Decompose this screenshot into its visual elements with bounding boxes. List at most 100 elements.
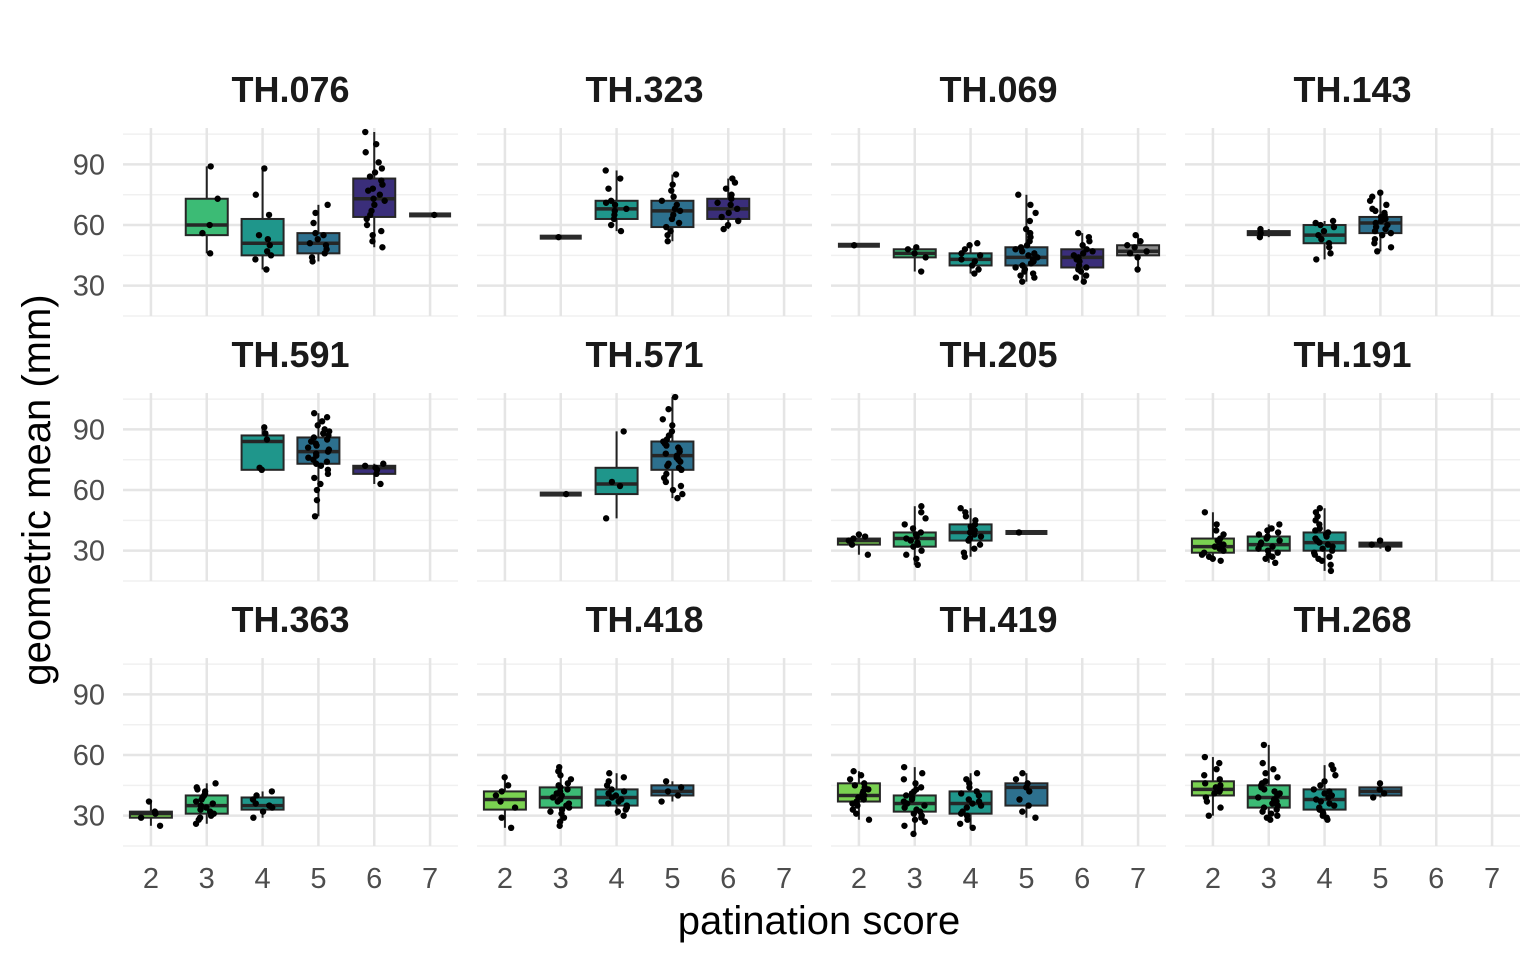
- data-point: [497, 798, 504, 805]
- data-point: [1217, 782, 1224, 789]
- data-point: [913, 244, 920, 251]
- data-point: [971, 258, 979, 265]
- data-point: [268, 788, 276, 795]
- data-point: [1026, 217, 1034, 225]
- data-point: [323, 414, 331, 421]
- data-point: [913, 806, 920, 813]
- data-point: [323, 458, 331, 465]
- box-score-2: [837, 242, 880, 249]
- data-point: [266, 802, 273, 809]
- data-point: [963, 776, 970, 783]
- x-tick-label: 6: [1428, 863, 1444, 895]
- box-score-5: [1358, 189, 1403, 255]
- data-point: [369, 231, 376, 239]
- data-point: [670, 193, 677, 200]
- data-point: [973, 770, 981, 777]
- data-point: [1381, 209, 1388, 217]
- data-point: [565, 800, 573, 807]
- data-point: [1387, 229, 1395, 237]
- data-point: [669, 422, 676, 429]
- data-point: [1317, 221, 1324, 229]
- data-point: [377, 480, 384, 488]
- data-point: [1330, 223, 1338, 231]
- panel-th-076: TH.076 30 60 90: [73, 69, 458, 317]
- data-point: [1379, 231, 1386, 239]
- y-tick-label: 90: [73, 679, 105, 711]
- data-point: [903, 535, 910, 542]
- data-point: [1368, 541, 1375, 548]
- data-point: [379, 244, 386, 251]
- data-point: [325, 446, 333, 453]
- panel-th-591: TH.591 30 60 90: [73, 334, 458, 582]
- panel-title: TH.205: [939, 334, 1057, 375]
- data-point: [1012, 776, 1020, 783]
- data-point: [900, 798, 908, 805]
- data-point: [917, 784, 925, 791]
- data-point: [912, 531, 920, 538]
- data-point: [501, 774, 508, 781]
- box-collapsed: [539, 491, 582, 497]
- y-tick-label: 90: [73, 149, 105, 181]
- data-point: [918, 503, 925, 510]
- box-score-2: [836, 768, 881, 823]
- box-score-5: [650, 393, 695, 502]
- data-point: [667, 227, 674, 235]
- data-point: [1201, 509, 1209, 516]
- data-point: [1217, 804, 1224, 811]
- panel-title: TH.419: [939, 599, 1057, 640]
- data-point: [1255, 794, 1262, 801]
- x-tick-label: 2: [851, 863, 867, 895]
- data-point: [252, 256, 259, 263]
- data-point: [1276, 537, 1283, 544]
- panel-th-418: TH.418 2 3 4 5 6 7: [477, 599, 812, 895]
- data-point: [659, 416, 666, 423]
- data-point: [311, 474, 318, 482]
- data-point: [670, 211, 677, 219]
- data-point: [375, 159, 382, 166]
- data-point: [969, 824, 976, 832]
- box-score-4: [240, 424, 285, 474]
- x-tick-label: 7: [422, 863, 438, 895]
- y-tick-label: 30: [73, 536, 105, 568]
- data-point: [263, 266, 270, 273]
- data-point: [263, 248, 271, 255]
- data-point: [555, 782, 562, 789]
- data-point: [1137, 238, 1144, 245]
- data-point: [1019, 278, 1026, 285]
- data-point: [310, 219, 317, 227]
- data-point: [199, 229, 206, 237]
- box-score-3: [539, 233, 582, 241]
- data-point: [556, 818, 564, 825]
- data-point: [675, 444, 682, 451]
- data-point: [608, 786, 615, 793]
- data-point: [919, 770, 926, 777]
- data-point: [1079, 242, 1086, 249]
- y-tick-label: 30: [73, 801, 105, 833]
- data-point: [911, 250, 918, 257]
- data-point: [1012, 264, 1019, 271]
- data-point: [313, 486, 321, 494]
- data-point: [1328, 761, 1335, 769]
- data-point: [151, 808, 159, 815]
- data-point: [261, 424, 268, 431]
- box-score-6: [1060, 229, 1105, 285]
- box-score-3: [1246, 225, 1291, 241]
- data-point: [1325, 240, 1333, 247]
- data-point: [900, 763, 908, 771]
- data-point: [606, 770, 613, 777]
- data-point: [305, 454, 312, 461]
- data-point: [318, 418, 326, 425]
- panel-th-323: TH.323: [477, 69, 812, 317]
- box-iqr: [240, 217, 285, 257]
- data-point: [605, 800, 612, 807]
- data-point: [676, 207, 684, 215]
- data-point: [265, 211, 273, 219]
- data-point: [962, 509, 969, 516]
- data-point: [1310, 786, 1317, 793]
- box-score-7: [1116, 231, 1161, 273]
- data-point: [957, 505, 964, 512]
- data-point: [1370, 794, 1377, 801]
- data-point: [901, 822, 908, 829]
- data-point: [1312, 219, 1319, 227]
- data-point: [1082, 272, 1090, 279]
